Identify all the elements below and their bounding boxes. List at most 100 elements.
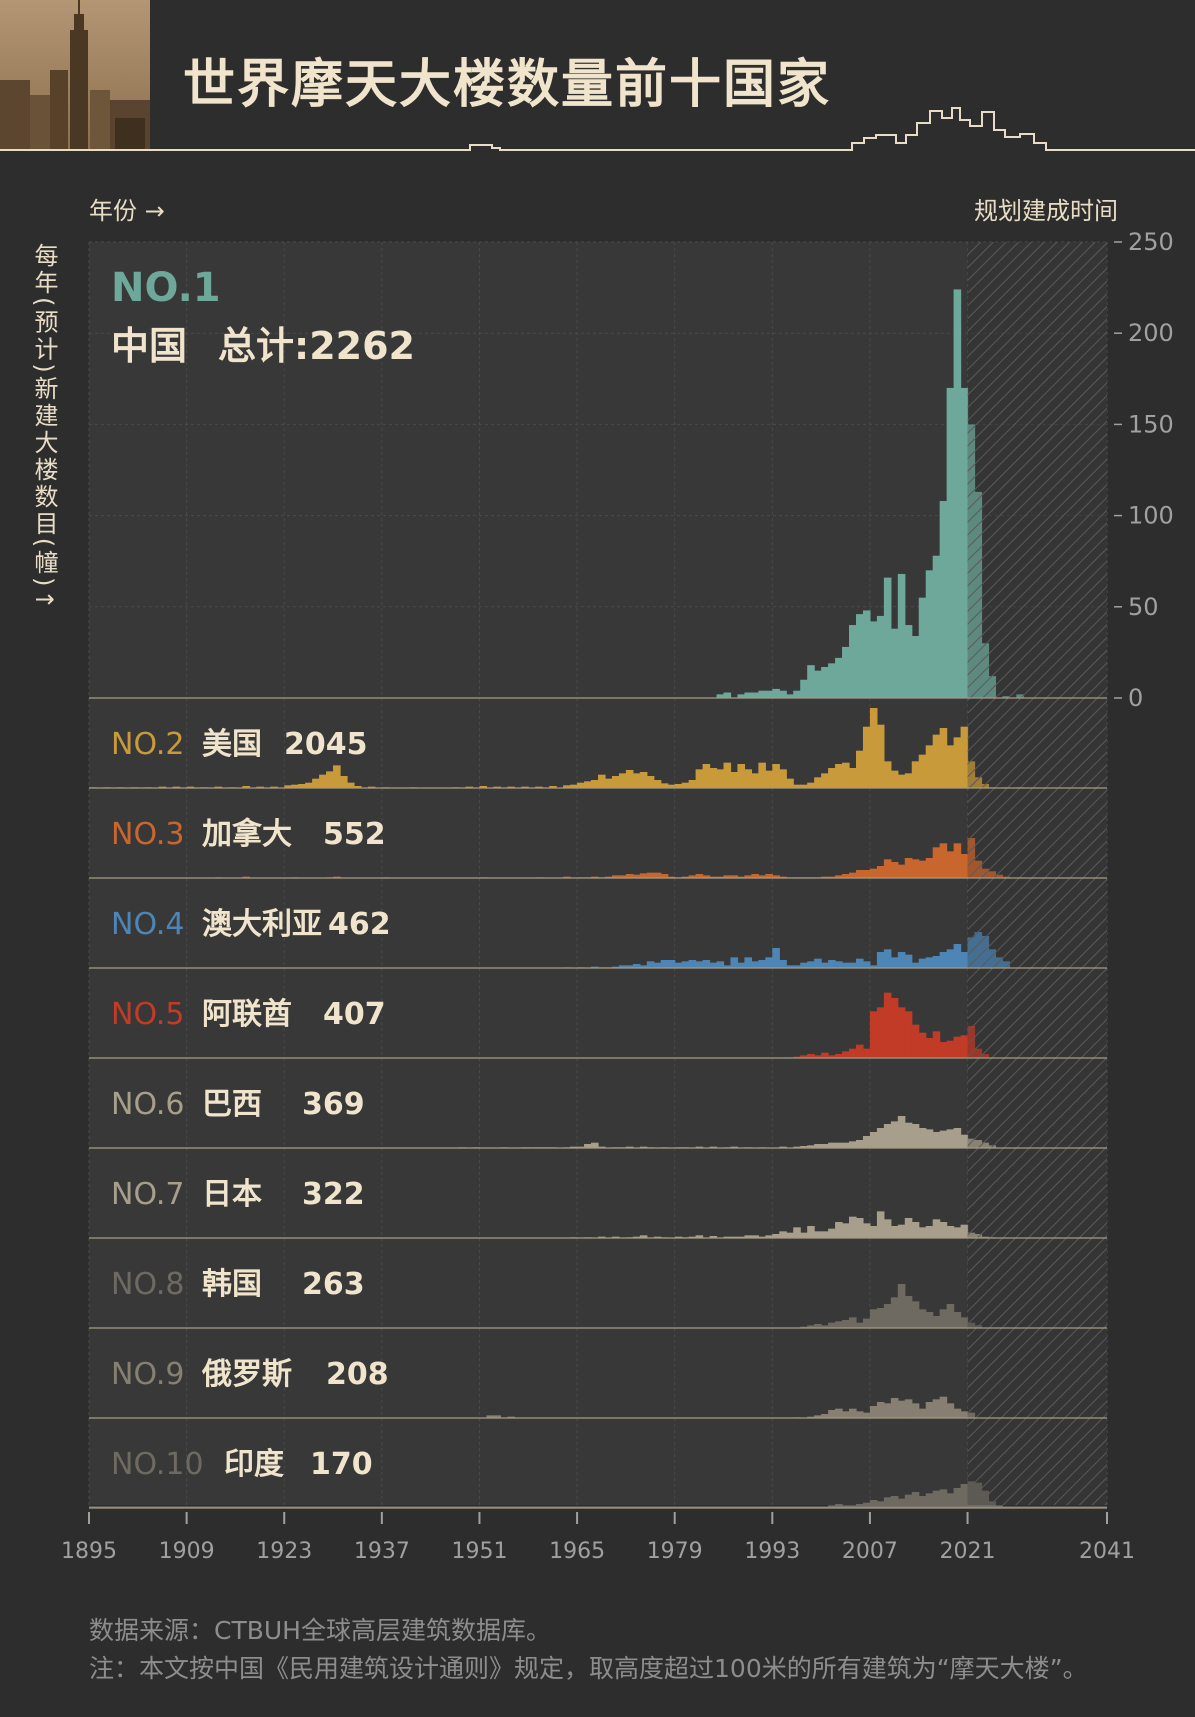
bar — [367, 786, 376, 788]
bar — [758, 762, 766, 788]
bar — [904, 1122, 913, 1148]
bar — [876, 1402, 885, 1418]
bar — [660, 783, 669, 788]
x-tick-label: 1979 — [647, 1539, 703, 1564]
x-tick-label: 1993 — [744, 1539, 800, 1564]
bar — [493, 786, 501, 788]
series-name: 美国 — [202, 727, 262, 762]
bar — [814, 958, 822, 968]
y-tick-label: 200 — [1128, 319, 1174, 347]
bar — [911, 1492, 920, 1508]
series-rank: NO.1 — [111, 265, 221, 311]
bar — [611, 875, 620, 878]
bar — [639, 873, 648, 878]
x-tick-label: 1923 — [256, 1539, 312, 1564]
bar — [876, 1308, 885, 1328]
bar — [925, 1226, 934, 1238]
bar — [953, 944, 962, 968]
bar — [709, 962, 718, 968]
bar — [702, 875, 711, 878]
bar — [674, 962, 683, 968]
bar — [911, 1301, 920, 1328]
x-tick-label: 1937 — [354, 1539, 410, 1564]
bar — [953, 1488, 962, 1508]
bar — [793, 784, 801, 788]
bar — [793, 965, 801, 968]
bar — [821, 773, 829, 788]
y-tick-label: 100 — [1128, 502, 1174, 530]
bar — [869, 1406, 878, 1418]
bar — [305, 782, 313, 788]
bar — [598, 774, 606, 788]
page-title: 世界摩天大楼数量前十国家 — [183, 55, 832, 115]
bar — [918, 1128, 927, 1148]
bar — [849, 962, 857, 968]
bar — [835, 961, 843, 968]
bar — [639, 1146, 648, 1148]
series-rank: NO.4 — [111, 907, 184, 942]
bar — [577, 782, 585, 788]
bar — [800, 1326, 808, 1328]
bar — [158, 786, 167, 788]
bar — [897, 1224, 906, 1238]
bar — [960, 952, 969, 968]
bar — [842, 874, 850, 878]
bar — [855, 1411, 864, 1418]
bar — [737, 876, 746, 878]
bar — [862, 726, 871, 788]
bar — [869, 708, 878, 788]
planned-hatch — [967, 242, 1107, 1505]
bar — [946, 1403, 955, 1418]
bar — [960, 1484, 969, 1508]
bar — [814, 1144, 822, 1148]
bar — [611, 1236, 620, 1238]
bar — [849, 1216, 857, 1238]
bar — [939, 1130, 948, 1148]
bar — [939, 1222, 948, 1238]
chart-layer: 0 50 100 150 200 250 1895 1909 1923 1937 1951 1965 1… — [61, 228, 1174, 1564]
bar — [800, 784, 808, 788]
bar — [842, 1142, 850, 1148]
bar — [828, 1055, 836, 1058]
bar — [855, 1322, 864, 1328]
bar — [835, 1321, 843, 1328]
bar — [918, 860, 927, 878]
bar — [256, 786, 264, 788]
bar — [932, 1316, 941, 1328]
bar — [835, 1222, 843, 1238]
bar — [904, 858, 913, 878]
city-skyline-photo — [0, 0, 150, 150]
bar — [835, 1142, 843, 1148]
bar — [584, 781, 592, 788]
bar — [849, 1317, 857, 1328]
bar — [897, 1284, 906, 1328]
bar — [890, 957, 899, 968]
series-rank: NO.10 — [111, 1447, 204, 1482]
bar — [772, 1234, 780, 1238]
bar — [960, 1035, 969, 1058]
bar — [925, 957, 934, 968]
bar — [883, 1403, 892, 1418]
bar — [319, 774, 327, 788]
bar — [890, 1496, 899, 1508]
series-total: 369 — [302, 1087, 365, 1122]
bar — [730, 772, 739, 788]
bar — [904, 1296, 913, 1328]
bar — [939, 1309, 948, 1328]
bar — [688, 960, 697, 968]
x-tick-label: 1951 — [451, 1539, 507, 1564]
bar — [465, 786, 474, 788]
bar — [807, 665, 815, 698]
bar — [946, 1226, 955, 1238]
bar — [932, 555, 941, 698]
bar — [828, 960, 836, 968]
bar — [667, 784, 676, 788]
bar — [862, 1136, 871, 1148]
header: 世界摩天大楼数量前十国家 — [0, 0, 1195, 152]
bar — [869, 1132, 878, 1148]
bar — [932, 956, 941, 968]
bar — [918, 1309, 927, 1328]
bar — [814, 1415, 822, 1418]
series-total: 322 — [302, 1177, 365, 1212]
bar — [591, 780, 599, 788]
